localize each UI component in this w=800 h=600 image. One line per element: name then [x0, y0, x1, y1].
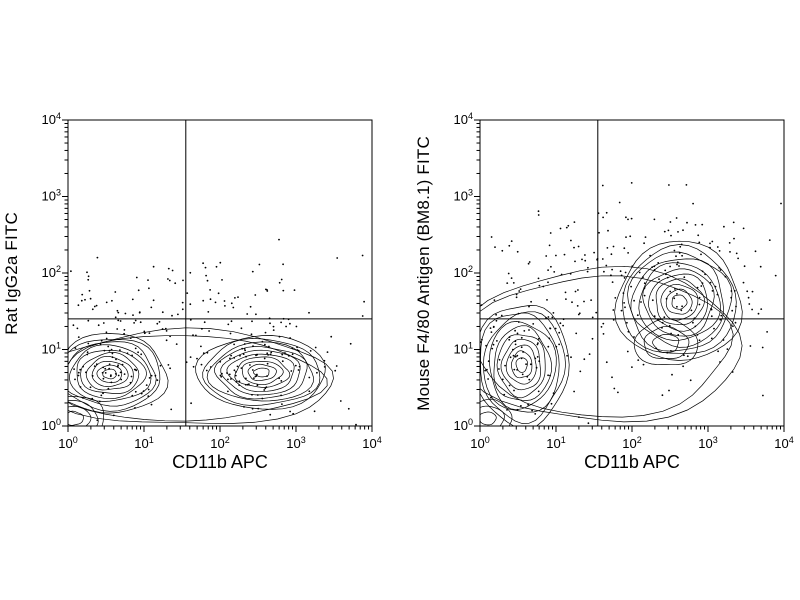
tick-label: 104 — [362, 435, 381, 451]
axes — [474, 119, 785, 432]
right-y-axis-label: Mouse F4/80 Antigen (BM8.1) FITC — [414, 135, 433, 411]
tick-label: 104 — [774, 435, 793, 451]
tick-label: 102 — [454, 264, 473, 280]
tick-label: 104 — [454, 111, 473, 127]
tick-label: 104 — [42, 111, 61, 127]
tick-label: 101 — [42, 341, 61, 357]
axis-tick-labels: 100 101 102 103 104 100 101 102 103 104 — [454, 111, 794, 451]
tick-label: 103 — [42, 188, 61, 204]
tick-label: 100 — [454, 417, 473, 433]
quadrant-gate — [68, 120, 372, 426]
tick-label: 100 — [42, 417, 61, 433]
tick-label: 100 — [470, 435, 489, 451]
scatter-dots — [68, 238, 365, 426]
left-x-axis-label: CD11b APC — [172, 452, 268, 472]
quadrant-gate — [480, 120, 784, 426]
tick-label: 102 — [210, 435, 229, 451]
tick-label: 103 — [454, 188, 473, 204]
tick-label: 102 — [622, 435, 641, 451]
left-contour-plot: 100 101 102 103 104 100 101 102 103 104 — [42, 111, 382, 451]
scatter-dots — [480, 182, 782, 425]
axes — [62, 119, 373, 432]
left-y-axis-label: Rat IgG2a FITC — [2, 211, 21, 335]
left-y-axis-label-wrap: Rat IgG2a FITC — [0, 120, 24, 426]
tick-label: 101 — [134, 435, 153, 451]
tick-label: 103 — [286, 435, 305, 451]
tick-label: 101 — [546, 435, 565, 451]
right-x-axis-label: CD11b APC — [584, 452, 680, 472]
tick-label: 102 — [42, 264, 61, 280]
contour-lines — [68, 327, 334, 426]
tick-label: 101 — [454, 341, 473, 357]
right-y-axis-label-wrap: Mouse F4/80 Antigen (BM8.1) FITC — [412, 120, 436, 426]
tick-label: 100 — [58, 435, 77, 451]
contour-lines — [480, 240, 743, 426]
right-contour-plot: 100 101 102 103 104 100 101 102 103 104 — [454, 111, 794, 451]
tick-label: 103 — [698, 435, 717, 451]
